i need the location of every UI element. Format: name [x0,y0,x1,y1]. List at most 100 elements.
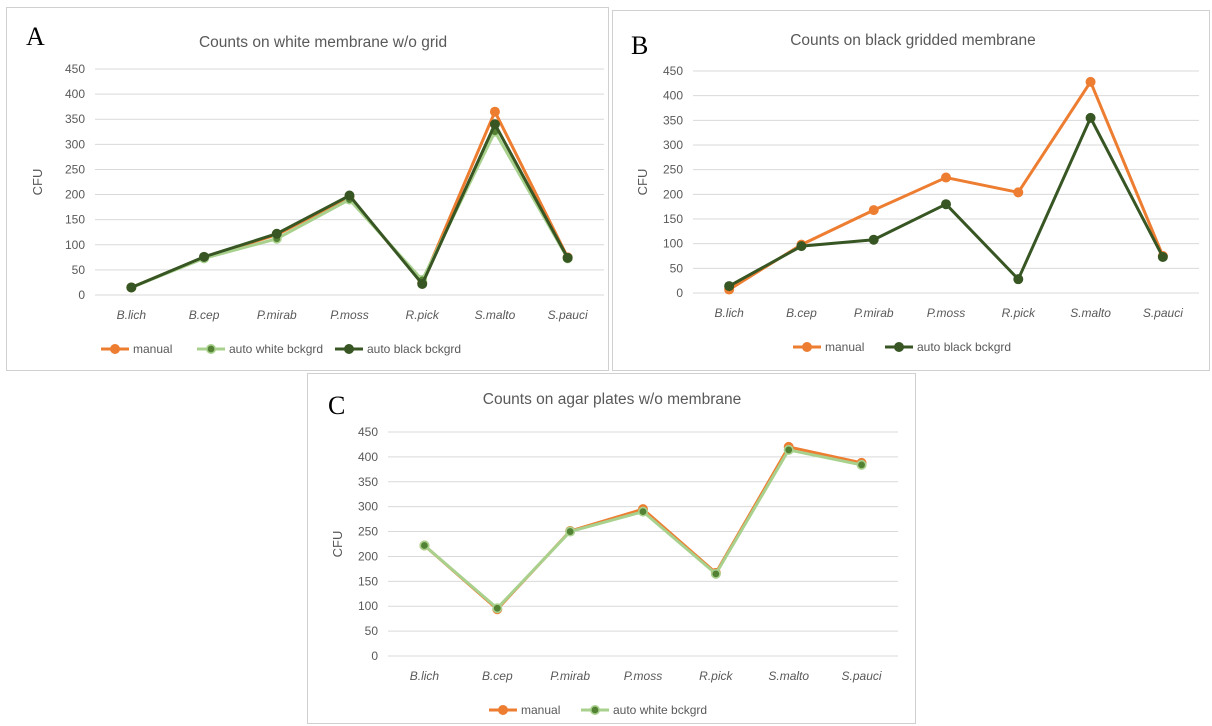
data-point [492,603,503,614]
data-point [419,540,430,551]
series-line-auto-white-bckgrd [130,130,569,289]
data-point [199,251,210,262]
x-tick-label: B.lich [714,306,744,320]
legend-swatch-marker [343,343,354,354]
x-tick-label: S.malto [1070,306,1111,320]
y-tick-label: 450 [358,425,378,439]
y-axis-title: CFU [635,169,650,196]
y-tick-label: 50 [670,261,684,275]
chart-title: Counts on agar plates w/o membrane [483,391,741,408]
chart-title: Counts on black gridded membrane [790,32,1036,49]
x-tick-label: R.pick [1002,306,1036,320]
y-tick-label: 350 [663,113,683,127]
data-point [344,190,355,201]
y-tick-label: 150 [65,213,85,227]
data-point [1013,274,1024,285]
data-point [868,234,879,245]
legend-swatch-marker [802,341,813,352]
y-tick-label: 300 [358,500,378,514]
data-point [489,106,500,117]
data-point [1085,76,1096,87]
y-tick-label: 0 [371,649,378,663]
x-tick-label: P.moss [624,669,662,683]
legend-swatch-marker [893,341,904,352]
data-point [565,526,576,537]
data-point [940,172,951,183]
y-tick-label: 50 [365,624,379,638]
y-tick-label: 400 [663,89,683,103]
data-point [724,281,735,292]
data-point [562,252,573,263]
data-point [783,444,794,455]
x-tick-label: P.moss [927,306,965,320]
y-tick-label: 0 [676,286,683,300]
data-point [489,119,500,130]
legend-label: auto black bckgrd [367,342,461,356]
x-tick-label: P.mirab [257,308,297,322]
x-tick-label: S.malto [475,308,516,322]
line-chart-c: Counts on agar plates w/o membrane 0 50 100… [330,391,898,717]
y-tick-label: 150 [358,574,378,588]
y-tick-label: 450 [663,64,683,78]
y-tick-label: 350 [358,475,378,489]
y-tick-label: 100 [65,238,85,252]
y-axis-title: CFU [30,169,45,196]
y-tick-label: 200 [663,187,683,201]
legend-label: auto white bckgrd [229,342,323,356]
x-tick-label: R.pick [406,308,440,322]
data-point [796,241,807,252]
y-tick-label: 100 [358,599,378,613]
y-tick-label: 350 [65,112,85,126]
y-tick-label: 400 [65,87,85,101]
data-point [940,199,951,210]
y-tick-label: 250 [663,163,683,177]
legend-swatch-marker [110,343,121,354]
data-point [1157,251,1168,262]
legend-swatch-marker [206,343,217,354]
data-point [1085,112,1096,123]
panel-letter-c: C [328,391,346,420]
x-tick-label: B.cep [482,669,513,683]
x-tick-label: S.pauci [548,308,588,322]
x-tick-label: B.cep [786,306,817,320]
x-tick-label: B.cep [189,308,220,322]
x-tick-label: P.mirab [854,306,894,320]
chart-panel-a: A Counts on white membrane w/o grid 0 50 10… [6,7,609,371]
x-tick-label: B.lich [410,669,440,683]
series-line-auto-black-bckgrd [130,122,569,289]
data-point [126,282,137,293]
y-tick-label: 250 [65,162,85,176]
series-line-manual [728,80,1165,291]
chart-title: Counts on white membrane w/o grid [199,34,447,51]
data-point [637,506,648,517]
series-line-auto-white-bckgrd [423,448,862,610]
x-tick-label: P.mirab [550,669,590,683]
y-tick-label: 300 [663,138,683,152]
y-tick-label: 50 [72,263,86,277]
y-axis-title: CFU [330,531,345,558]
x-tick-label: P.moss [330,308,368,322]
legend-label: auto white bckgrd [613,703,707,717]
y-tick-label: 250 [358,525,378,539]
y-tick-label: 300 [65,137,85,151]
data-point [417,278,428,289]
data-point [710,568,721,579]
legend-label: auto black bckgrd [917,340,1011,354]
legend-label: manual [133,342,172,356]
line-chart-a: Counts on white membrane w/o grid 0 50 100 1… [30,34,604,356]
y-tick-label: 150 [663,212,683,226]
panel-letter-b: B [631,31,649,60]
x-tick-label: S.pauci [1143,306,1183,320]
x-tick-label: R.pick [699,669,733,683]
x-tick-label: S.pauci [842,669,882,683]
series-line-manual [423,445,862,611]
y-tick-label: 0 [78,288,85,302]
data-point [856,459,867,470]
chart-panel-c: C Counts on agar plates w/o membrane 0 50 1… [307,373,916,724]
y-tick-label: 200 [358,549,378,563]
panel-letter-a: A [26,22,45,51]
chart-panel-b: B Counts on black gridded membrane 0 50 100… [612,10,1210,371]
y-tick-label: 400 [358,450,378,464]
legend-swatch-marker [589,704,600,715]
y-tick-label: 450 [65,62,85,76]
